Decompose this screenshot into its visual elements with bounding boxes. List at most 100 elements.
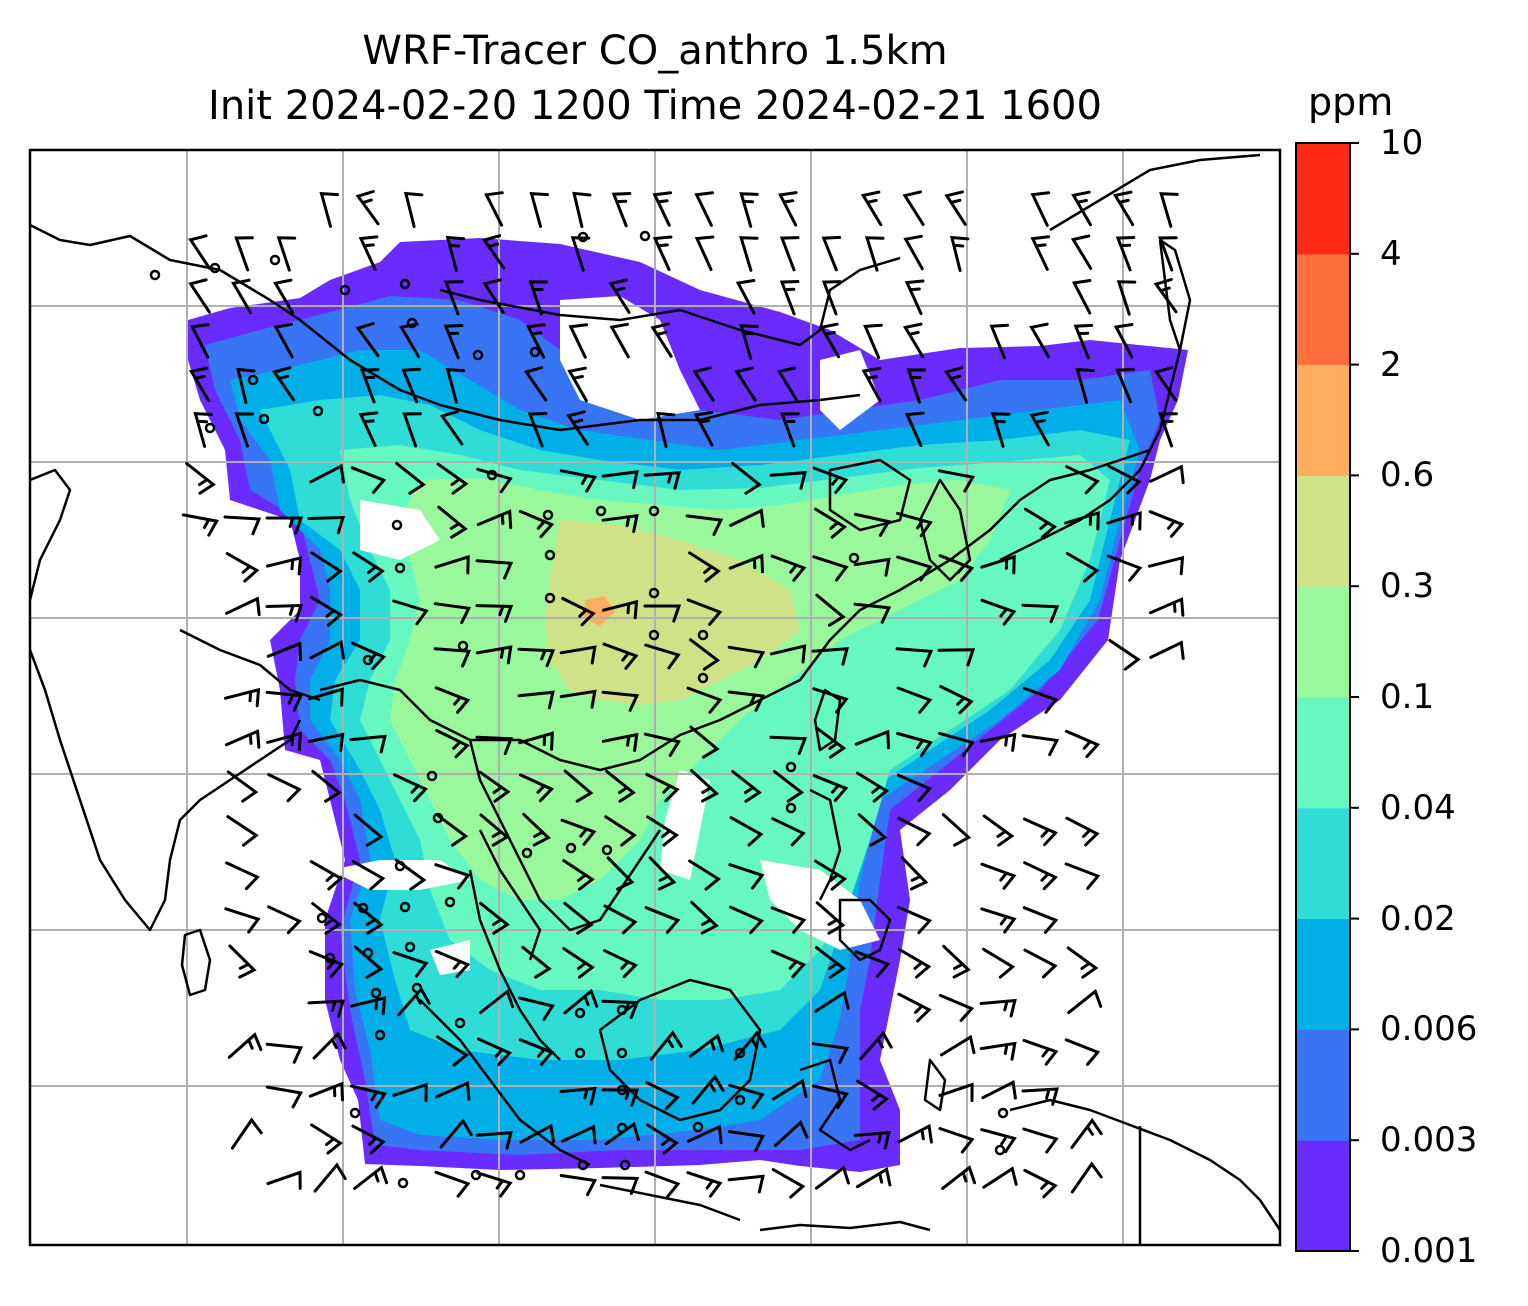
wind-barb xyxy=(645,773,680,803)
wind-barb xyxy=(729,905,765,935)
wind-barb xyxy=(895,647,934,668)
wind-barb xyxy=(443,324,464,360)
wind-barb xyxy=(739,192,759,228)
wind-barb xyxy=(312,1031,347,1060)
wind-barb xyxy=(266,555,303,576)
border-china-south xyxy=(319,678,761,772)
wind-barb xyxy=(897,816,932,847)
wind-barb xyxy=(812,774,849,802)
wind-barb xyxy=(1023,1168,1058,1199)
wind-barb xyxy=(224,907,261,934)
wind-barb xyxy=(853,557,891,577)
wind-barb xyxy=(1158,412,1178,448)
wind-barb xyxy=(608,278,631,314)
wind-barb xyxy=(1030,235,1051,271)
wind-barb xyxy=(1022,686,1059,714)
wind-barb xyxy=(445,235,466,272)
wind-barb xyxy=(980,598,1017,626)
calm-wind-circle xyxy=(994,1144,1006,1156)
colorbar-tick-label: 0.02 xyxy=(1380,898,1456,939)
wind-barb xyxy=(188,278,211,314)
wind-barb xyxy=(528,280,549,316)
wind-barb xyxy=(443,280,464,316)
calm-wind-circle xyxy=(601,844,613,856)
wind-barb xyxy=(904,279,925,315)
wind-barb xyxy=(526,323,546,359)
wind-barb xyxy=(769,735,808,756)
wind-barb xyxy=(436,462,469,495)
wind-barb xyxy=(311,902,342,935)
wind-barb xyxy=(941,1165,977,1190)
wind-barb xyxy=(980,1128,1017,1154)
coast-philippines-luzon xyxy=(809,788,842,901)
colorbar-segment-5 xyxy=(1296,586,1350,698)
calm-wind-circle xyxy=(529,346,541,358)
wind-barb xyxy=(821,280,842,316)
wind-barb xyxy=(230,1117,263,1150)
wind-barb xyxy=(1065,552,1100,583)
calm-wind-circle xyxy=(312,405,324,417)
wind-barb xyxy=(434,554,470,575)
wind-barb xyxy=(728,553,764,574)
wind-barb xyxy=(308,687,344,707)
wind-barb xyxy=(351,1124,386,1155)
wind-barb xyxy=(307,999,346,1018)
wind-barb xyxy=(225,552,260,583)
wind-barb xyxy=(727,1174,765,1194)
coast-gulf-of-thailand xyxy=(478,829,542,961)
calm-wind-circle xyxy=(734,1094,746,1106)
wind-barb xyxy=(223,515,262,536)
wind-barb xyxy=(815,946,847,979)
wind-barb xyxy=(1066,946,1099,979)
wind-barb xyxy=(603,904,638,935)
wind-barb xyxy=(940,1034,976,1057)
colorbar-tick-label: 0.001 xyxy=(1380,1231,1478,1271)
wind-barb xyxy=(276,236,297,272)
wind-barb xyxy=(518,1038,555,1066)
wind-barb xyxy=(437,505,468,539)
calm-wind-circle xyxy=(616,1047,628,1059)
wind-barb xyxy=(309,595,344,627)
wind-barb xyxy=(904,411,925,447)
wind-barb xyxy=(739,324,759,360)
wind-barb xyxy=(273,322,294,359)
wind-barb xyxy=(1023,948,1058,979)
wind-barb xyxy=(604,1121,640,1146)
calm-wind-circle xyxy=(247,374,259,386)
wind-barb xyxy=(727,690,766,712)
calm-wind-circle xyxy=(426,770,438,782)
calm-wind-circle xyxy=(454,1017,466,1029)
wind-barb xyxy=(479,989,515,1014)
wind-barb xyxy=(563,901,594,935)
wind-barb xyxy=(601,470,639,490)
wind-barb xyxy=(445,367,465,404)
wind-barb xyxy=(225,596,261,617)
wind-barb xyxy=(864,236,885,272)
wind-barb xyxy=(307,515,346,535)
wind-barb xyxy=(518,509,555,539)
wind-barb xyxy=(980,554,1016,575)
field-gap-2 xyxy=(660,770,710,880)
wind-barb xyxy=(689,725,720,759)
wind-barb xyxy=(982,1166,1018,1189)
wind-barb xyxy=(309,860,344,891)
wind-barb xyxy=(643,471,681,490)
colorbar-unit: ppm xyxy=(1308,80,1394,124)
wind-barb xyxy=(393,773,429,803)
wind-barb xyxy=(1148,597,1185,617)
map-frame xyxy=(28,148,1282,1247)
wind-barb xyxy=(1065,465,1100,495)
wind-barb xyxy=(897,947,932,979)
wind-barb xyxy=(439,1118,473,1149)
coast-japan xyxy=(999,238,1192,562)
wind-barb xyxy=(643,604,682,623)
wind-barb xyxy=(733,1030,767,1061)
wind-barb xyxy=(271,366,296,402)
coast-sulawesi xyxy=(799,1058,871,1152)
wind-barb xyxy=(853,512,891,537)
wind-barb xyxy=(601,1176,640,1195)
wind-barb xyxy=(1022,906,1059,934)
wind-barb xyxy=(392,1082,428,1103)
wind-barb xyxy=(896,511,933,538)
wind-barb xyxy=(690,900,719,935)
